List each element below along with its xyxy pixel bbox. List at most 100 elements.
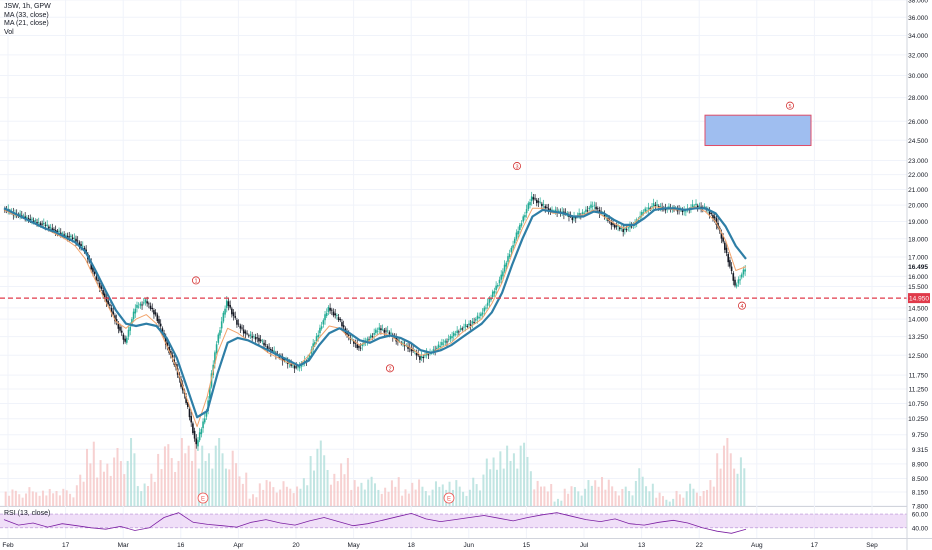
volume-bar [661, 496, 664, 506]
candle-body [322, 320, 325, 325]
candle-body [337, 317, 340, 321]
price-tick-label: 34.000 [908, 33, 928, 40]
volume-bar [523, 442, 526, 506]
candle-body [232, 312, 235, 317]
candle-body [288, 362, 291, 364]
candle-body [263, 342, 265, 346]
candle-body [630, 226, 633, 228]
volume-bar [25, 493, 28, 506]
candle-body [236, 319, 238, 325]
volume-bar [126, 460, 129, 506]
volume-bar [109, 475, 112, 506]
price-tick-label: 14.500 [908, 305, 928, 312]
candle-body [381, 328, 384, 330]
candle-body [76, 240, 79, 242]
volume-bar [157, 453, 160, 506]
rsi-legend[interactable]: RSI (13, close) [4, 510, 51, 517]
candle-body [158, 319, 160, 324]
volume-bar [221, 453, 224, 506]
price-axis[interactable]: 38.000 36.000 34.000 32.000 30.000 28.000 26.0… [906, 0, 929, 550]
candle-body [134, 308, 137, 314]
rsi-band [0, 514, 907, 528]
candle-body [424, 355, 426, 357]
volume-bar [238, 476, 241, 506]
support-line[interactable]: 14.950 [0, 293, 930, 304]
volume-bar [350, 489, 353, 506]
legend-symbol[interactable]: JSW, 1h, GPW [4, 3, 51, 10]
candle-body [307, 357, 309, 360]
candle-body [513, 238, 516, 244]
candle-body [92, 267, 94, 272]
candle-body [200, 429, 203, 435]
candle-body [132, 311, 135, 320]
candle-body [249, 334, 252, 336]
candle-body [469, 324, 472, 326]
candle-body [166, 342, 169, 346]
volume-bar [502, 468, 505, 506]
volume-bar [712, 486, 715, 506]
candle-body [541, 203, 543, 207]
candle-body [463, 326, 465, 328]
volume-bar [516, 468, 519, 506]
candle-body [651, 206, 653, 208]
candle-body [308, 355, 311, 358]
time-axis[interactable]: Feb 17 Mar 16 Apr 20 May 18 Jun 15 Jul 13 22 Aug 17 Sep [0, 538, 932, 550]
candle-body [315, 336, 318, 342]
candle-body [659, 206, 662, 208]
candle-body [522, 216, 525, 222]
event-marker-circle [197, 492, 209, 504]
candle-body [402, 342, 404, 344]
legend-ma21[interactable]: MA (21, close) [4, 20, 49, 27]
volume-bar [245, 472, 248, 506]
volume-bar [560, 500, 563, 506]
candle-body [537, 201, 540, 203]
volume-bar [296, 486, 299, 506]
wave-labels[interactable]: 1 2 3 4 5 [191, 101, 795, 373]
candle-body [452, 332, 455, 337]
candle-body [144, 299, 147, 303]
volume-bar [211, 468, 214, 506]
candle-body [725, 247, 728, 253]
volume-bar [38, 495, 41, 506]
candle-body [546, 207, 548, 209]
grid-lines [0, 0, 907, 538]
candle-body [693, 206, 696, 207]
volume-bar [397, 477, 400, 506]
candle-body [198, 432, 201, 441]
price-tick-label: 11.250 [909, 386, 929, 393]
candle-body [256, 337, 259, 339]
volume-bar [509, 460, 512, 506]
volume-bar [207, 453, 210, 506]
candle-body [637, 220, 640, 221]
volume-bar [41, 490, 44, 506]
volume-bar [529, 471, 532, 506]
candle-body [359, 347, 362, 349]
candle-body [647, 207, 650, 210]
ma33-line [3, 207, 747, 419]
volume-bar [556, 498, 559, 506]
candle-body [459, 328, 462, 330]
candle-body [734, 279, 736, 286]
legend-vol[interactable]: Vol [4, 28, 14, 36]
candle-body [342, 325, 345, 328]
candle-body [283, 359, 286, 361]
candle-body [520, 223, 523, 226]
candle-body [46, 224, 48, 226]
candle-body [358, 346, 360, 348]
legend-ma33[interactable]: MA (33, close) [4, 11, 49, 19]
volume-bar [340, 463, 343, 506]
candle-body [696, 205, 699, 208]
target-zone[interactable] [704, 114, 812, 147]
volume-bar [14, 490, 17, 506]
volume-bar [651, 483, 654, 506]
candle-body [229, 304, 231, 308]
candle-body [708, 211, 711, 215]
candle-body [126, 337, 128, 343]
volume-bar [313, 470, 316, 506]
volume-bar [465, 495, 468, 506]
candle-body [397, 339, 399, 342]
rsi-pane [0, 512, 907, 534]
volume-bar [716, 453, 719, 506]
